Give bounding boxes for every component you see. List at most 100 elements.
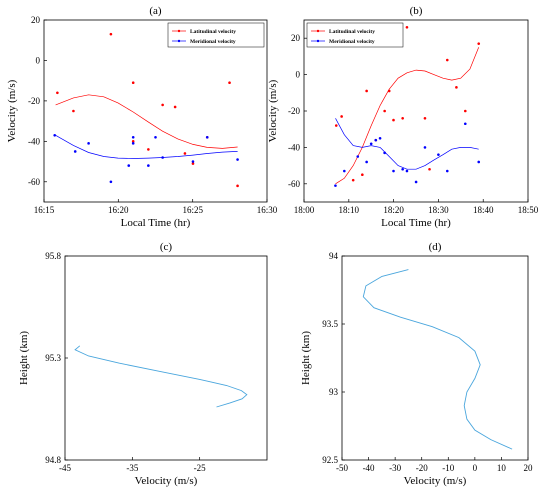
x-tick-label: 18:30	[428, 205, 449, 215]
data-point-1	[445, 169, 449, 173]
fit-curve-0	[55, 94, 238, 149]
x-tick-label: -20	[416, 463, 428, 473]
legend-entry: Latitudinal velocity	[190, 29, 236, 35]
x-tick-label: -50	[336, 463, 348, 473]
data-point-1	[423, 146, 427, 149]
data-point-0	[161, 103, 164, 107]
data-point-0	[428, 167, 431, 171]
plot-frame	[303, 19, 529, 203]
legend-entry: Meridional velocity	[190, 39, 236, 45]
x-tick-label: -30	[389, 463, 401, 473]
panel-title: (d)	[429, 241, 442, 253]
data-point-1	[401, 167, 404, 171]
panel-b: 18:00 18:10 18:20 18:30 18:40 18:50 -60 -40 -20 0…	[267, 5, 539, 229]
data-point-1	[205, 135, 209, 139]
data-point-0	[72, 109, 75, 113]
plot-frame	[43, 19, 268, 203]
data-point-1	[414, 180, 418, 184]
data-point-0	[109, 32, 113, 36]
data-point-1	[405, 169, 409, 173]
data-point-1	[374, 138, 378, 142]
panel-title: (a)	[149, 5, 162, 17]
data-point-0	[173, 105, 177, 109]
data-point-0	[423, 116, 427, 120]
data-point-1	[109, 180, 113, 184]
data-point-1	[378, 137, 382, 140]
data-point-1	[131, 142, 135, 145]
x-tick-label: 0	[473, 463, 478, 473]
y-axis-label: Height (km)	[18, 331, 30, 385]
x-tick-label: 18:50	[518, 205, 539, 215]
legend-swatch-marker	[177, 39, 181, 43]
panel-d: -50 -40 -30 -20 -10 0 10 20 92.5 93 93.5 94 (d) Veloc…	[300, 241, 533, 487]
plot-frame	[341, 255, 529, 461]
data-point-1	[356, 155, 360, 158]
y-axis-label: Height (km)	[300, 331, 312, 385]
x-tick-label: -25	[194, 463, 206, 473]
legend-swatch-marker	[316, 29, 320, 33]
y-tick-label: 0	[36, 55, 41, 65]
legend-entry: Meridional velocity	[329, 39, 375, 45]
y-tick-label: 93	[329, 387, 339, 397]
data-point-0	[351, 178, 355, 182]
data-point-0	[392, 118, 395, 122]
legend-entry: Latitudinal velocity	[329, 29, 375, 35]
x-axis-label: Velocity (m/s)	[135, 475, 198, 487]
y-tick-label: 20	[291, 33, 301, 43]
x-tick-label: -45	[59, 463, 71, 473]
x-tick-label: 16:20	[108, 205, 129, 215]
y-axis-label: Velocity (m/s)	[6, 79, 18, 142]
data-point-0	[383, 109, 386, 113]
data-point-1	[87, 142, 90, 145]
x-tick-label: -35	[126, 463, 138, 473]
x-axis-label: Local Time (hr)	[381, 217, 451, 229]
y-tick-label: 94.8	[45, 455, 61, 465]
fit-curve-1	[335, 118, 479, 170]
data-point-0	[401, 116, 404, 120]
y-tick-label: -60	[28, 177, 40, 187]
legend-swatch-marker	[177, 29, 181, 33]
y-axis-label: Velocity (m/s)	[267, 79, 279, 142]
legend-swatch-marker	[316, 39, 320, 43]
data-point-0	[147, 148, 150, 151]
data-point-0	[365, 89, 368, 93]
data-point-1	[334, 184, 337, 187]
data-point-1	[161, 156, 164, 159]
panel-title: (b)	[410, 5, 423, 17]
data-point-1	[437, 153, 440, 156]
y-tick-label: 95.3	[45, 353, 61, 363]
data-point-1	[369, 142, 373, 146]
y-tick-label: 92.5	[322, 455, 338, 465]
x-tick-label: -40	[363, 463, 375, 473]
x-tick-label: 10	[497, 463, 507, 473]
x-tick-label: 18:20	[383, 205, 404, 215]
x-tick-label: 18:00	[294, 205, 315, 215]
legend-box	[306, 22, 404, 48]
x-tick-label: 18:10	[339, 205, 360, 215]
data-point-1	[147, 164, 150, 167]
data-point-1	[463, 122, 467, 126]
data-point-1	[154, 135, 157, 139]
profile-curve	[74, 345, 248, 408]
data-point-1	[191, 160, 195, 163]
data-point-0	[236, 184, 239, 188]
y-tick-label: 0	[296, 70, 301, 80]
data-point-0	[445, 58, 449, 62]
x-tick-label: 20	[524, 463, 534, 473]
data-point-0	[340, 115, 343, 118]
data-point-1	[236, 158, 239, 161]
data-point-1	[343, 169, 346, 173]
data-point-0	[183, 152, 187, 155]
panel-a: 16:15 16:20 16:25 16:30 -60 -40 -20 0 20 (a) Local…	[6, 5, 278, 229]
data-point-1	[131, 135, 135, 139]
panel-c: -45 -35 -25 94.8 95.3 95.8 (c) Velocity (m/s) He…	[18, 241, 268, 487]
y-tick-label: -40	[288, 142, 300, 152]
y-tick-label: -40	[28, 136, 40, 146]
profile-curve	[362, 269, 513, 450]
data-point-1	[365, 160, 368, 164]
y-tick-label: 93.5	[322, 319, 338, 329]
x-tick-label: 18:40	[473, 205, 494, 215]
data-point-0	[477, 42, 481, 45]
x-axis-label: Velocity (m/s)	[404, 475, 467, 487]
